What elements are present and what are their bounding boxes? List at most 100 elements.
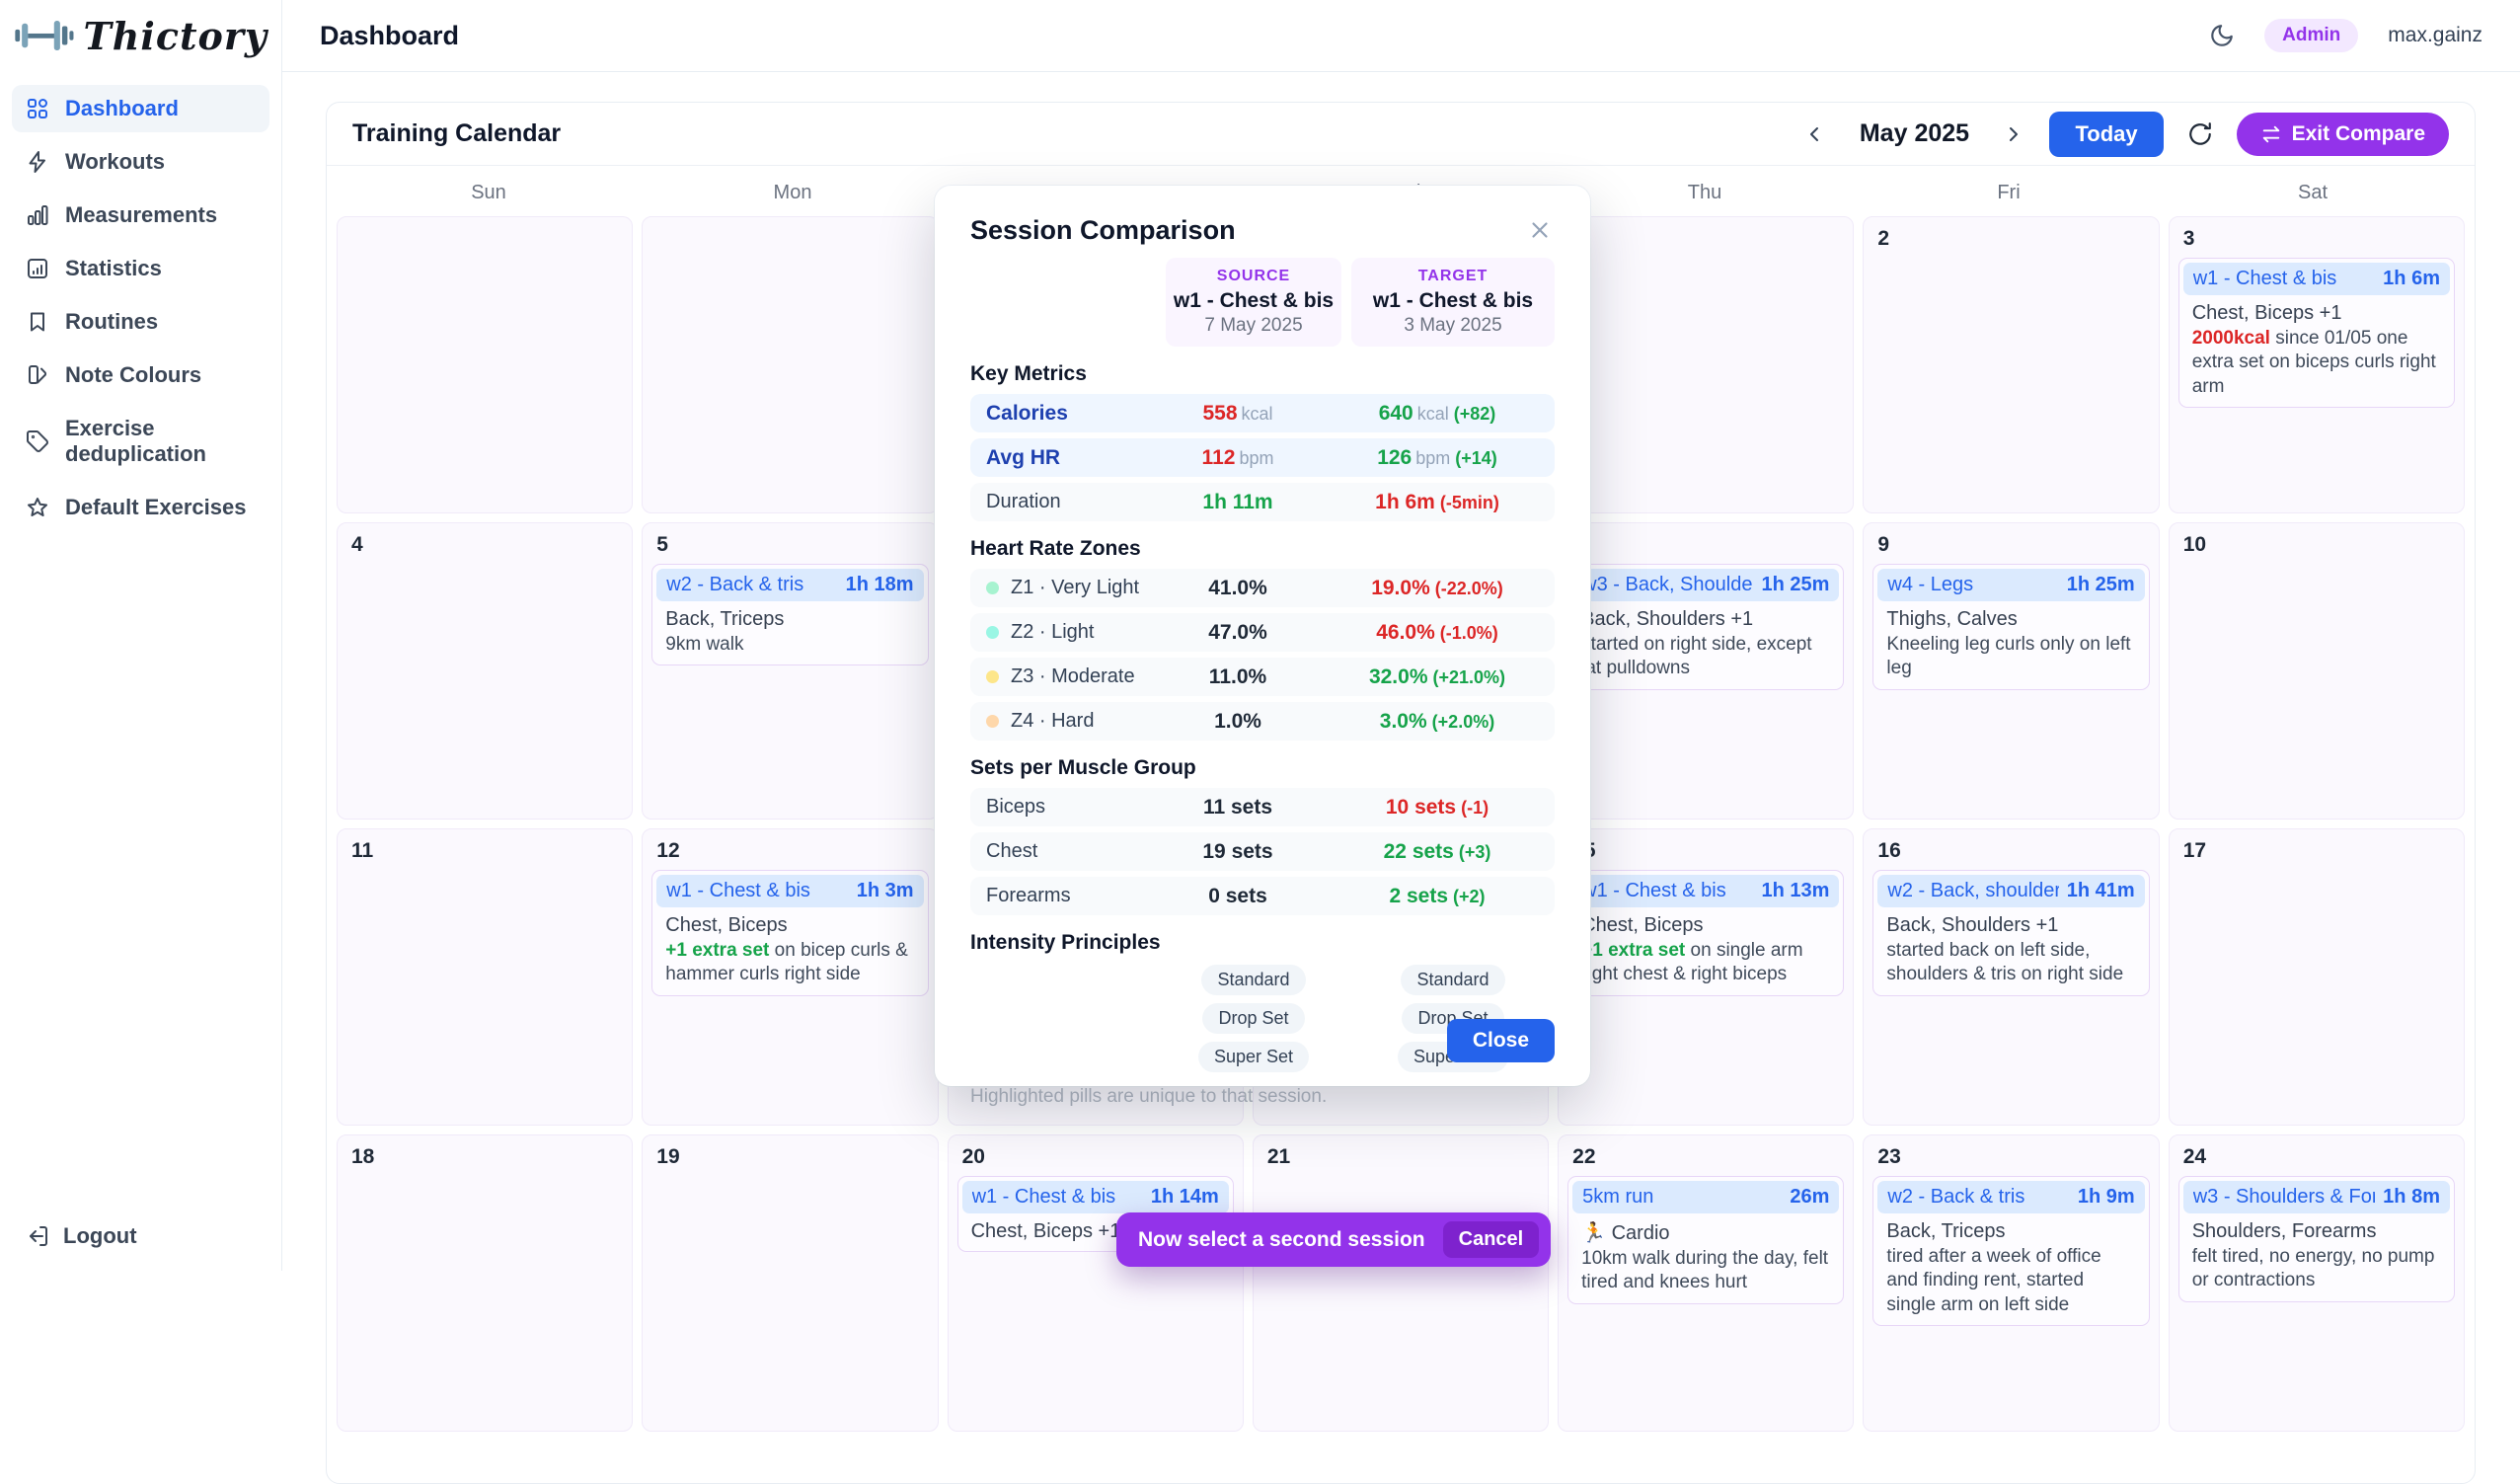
workout-entry-header[interactable]: w4 - Legs 1h 25m bbox=[1877, 569, 2145, 601]
source-session-card: SOURCE w1 - Chest & bis 7 May 2025 bbox=[1166, 258, 1341, 347]
sidebar-item-note-colours[interactable]: Note Colours bbox=[12, 351, 269, 399]
sidebar-item-exercise-deduplication[interactable]: Exercise deduplication bbox=[12, 405, 269, 478]
sidebar-item-dashboard[interactable]: Dashboard bbox=[12, 85, 269, 132]
workout-entry[interactable]: 5km run 26m 🏃 Cardio 10km walk during th… bbox=[1567, 1176, 1845, 1304]
day-number: 5 bbox=[656, 533, 668, 556]
day-number: 15 bbox=[1572, 839, 1844, 863]
next-month-button[interactable] bbox=[1998, 118, 2029, 150]
sidebar-item-statistics[interactable]: Statistics bbox=[12, 245, 269, 292]
toast-cancel-button[interactable]: Cancel bbox=[1442, 1221, 1540, 1258]
chevron-right-icon bbox=[2010, 126, 2019, 141]
workout-entry[interactable]: w1 - Chest & bis 1h 6m Chest, Biceps +1 … bbox=[2177, 258, 2455, 408]
calendar-cell[interactable]: 20 w1 - Chest & bis 1h 14m Chest, Biceps… bbox=[947, 1134, 1244, 1432]
calendar-controls: May 2025 Today Exit Compare bbox=[1798, 111, 2449, 157]
bar-chart-icon bbox=[28, 205, 48, 225]
dashboard-grid-icon bbox=[28, 99, 47, 118]
calendar-cell[interactable]: 22 5km run 26m 🏃 Cardio 10km walk during… bbox=[1558, 1134, 1855, 1432]
sidebar-item-routines[interactable]: Routines bbox=[12, 298, 269, 346]
source-value: 0 sets bbox=[1208, 884, 1267, 907]
workout-entry-header[interactable]: w2 - Back, shoulders & tris● 1h 41m bbox=[1877, 875, 2145, 907]
sidebar-nav: Dashboard Workouts Measurements Statisti… bbox=[0, 71, 281, 545]
role-badge: Admin bbox=[2264, 19, 2359, 52]
key-metrics-heading: Key Metrics bbox=[970, 362, 1087, 385]
workout-entry[interactable]: w2 - Back & tris 1h 18m Back, Triceps 9k… bbox=[651, 564, 929, 666]
workout-entry-header[interactable]: w2 - Back & tris 1h 18m bbox=[656, 569, 924, 601]
modal-close-action-button[interactable]: Close bbox=[1446, 1019, 1555, 1062]
calendar-cell[interactable]: 23 w2 - Back & tris 1h 9m Back, Triceps … bbox=[1863, 1134, 2160, 1432]
calendar-cell[interactable]: 5 w2 - Back & tris 1h 18m Back, Triceps … bbox=[642, 522, 939, 820]
dark-mode-moon-icon[interactable] bbox=[2209, 23, 2235, 48]
workout-entry[interactable]: w3 - Shoulders & Forearms 1h 8m Shoulder… bbox=[2177, 1176, 2455, 1302]
workout-entry-header[interactable]: w2 - Back & tris 1h 9m bbox=[1877, 1181, 2145, 1213]
calendar-cell[interactable]: 2 bbox=[1863, 216, 2160, 513]
sidebar-item-default-exercises[interactable]: Default Exercises bbox=[12, 484, 269, 531]
workout-entry[interactable]: w2 - Back, shoulders & tris● 1h 41m Back… bbox=[1872, 870, 2150, 996]
metric-label: Avg HR bbox=[986, 445, 1061, 469]
delta: (-1.0%) bbox=[1439, 622, 1498, 643]
exit-compare-button[interactable]: Exit Compare bbox=[2236, 112, 2449, 156]
workout-note: started on right side, except lat pulldo… bbox=[1581, 634, 1812, 679]
workout-entry[interactable]: w1 - Chest & bis 1h 13m Chest, Biceps +1… bbox=[1567, 870, 1845, 996]
calendar-cell[interactable]: 19 bbox=[642, 1134, 939, 1432]
source-session-date: 7 May 2025 bbox=[1204, 315, 1303, 336]
sidebar-item-measurements[interactable]: Measurements bbox=[12, 192, 269, 239]
metric-label: Calories bbox=[986, 401, 1068, 425]
modal-close-button[interactable] bbox=[1525, 215, 1555, 245]
calendar-cell[interactable]: 18 bbox=[337, 1134, 634, 1432]
workout-note: +1 extra set on bicep curls & hammer cur… bbox=[652, 937, 927, 987]
logout-button[interactable]: Logout bbox=[0, 1202, 281, 1271]
swap-arrows-icon bbox=[2262, 125, 2279, 142]
today-button[interactable]: Today bbox=[2049, 111, 2164, 157]
modal-footnote: Highlighted pills are unique to that ses… bbox=[970, 1086, 1328, 1107]
workout-entry-header[interactable]: w3 - Back, Shoulders & Tri 1h 25m bbox=[1572, 569, 1840, 601]
calendar-cell[interactable]: 9 w4 - Legs 1h 25m Thighs, Calves Kneeli… bbox=[1863, 522, 2160, 820]
calendar-cell[interactable]: 21 bbox=[1252, 1134, 1550, 1432]
workout-entry-header[interactable]: w1 - Chest & bis 1h 14m bbox=[961, 1181, 1229, 1213]
calendar-cell[interactable] bbox=[642, 216, 939, 513]
workout-duration: 1h 25m bbox=[1761, 574, 1830, 595]
calendar-cell[interactable]: 24 w3 - Shoulders & Forearms 1h 8m Shoul… bbox=[2168, 1134, 2465, 1432]
weekday-label: Sat bbox=[2297, 182, 2329, 203]
workout-entry-header[interactable]: w1 - Chest & bis 1h 13m bbox=[1572, 875, 1840, 907]
calendar-cell[interactable]: 17 bbox=[2168, 828, 2465, 1126]
bookmark-icon bbox=[31, 312, 44, 332]
workout-entry[interactable]: w1 - Chest & bis 1h 3m Chest, Biceps +1 … bbox=[651, 870, 929, 996]
target-value: 640 bbox=[1378, 401, 1413, 425]
refresh-button[interactable] bbox=[2183, 117, 2217, 151]
workout-muscles: Back, Shoulders +1 bbox=[1886, 914, 2059, 936]
calendar-cell[interactable] bbox=[337, 216, 634, 513]
workout-entry[interactable]: w1 - Chest & bis 1h 14m Chest, Biceps +1 bbox=[956, 1176, 1234, 1252]
workout-entry[interactable]: w4 - Legs 1h 25m Thighs, Calves Kneeling… bbox=[1872, 564, 2150, 690]
day-number bbox=[656, 227, 928, 251]
note-text: on single arm right chest & right biceps bbox=[1581, 940, 1803, 985]
workout-entry[interactable]: w2 - Back & tris 1h 9m Back, Triceps tir… bbox=[1872, 1176, 2150, 1326]
username[interactable]: max.gainz bbox=[2388, 24, 2482, 46]
calendar-cell[interactable]: 1 bbox=[1558, 216, 1855, 513]
calendar-cell[interactable]: 10 bbox=[2168, 522, 2465, 820]
intensity-pill: Super Set bbox=[1197, 1042, 1310, 1072]
calendar-cell[interactable]: 8 w3 - Back, Shoulders & Tri 1h 25m Back… bbox=[1558, 522, 1855, 820]
source-value: 112 bbox=[1201, 445, 1236, 469]
zone-label: Z2 · Light bbox=[1011, 621, 1095, 643]
calendar-cell[interactable]: 3 w1 - Chest & bis 1h 6m Chest, Biceps +… bbox=[2168, 216, 2465, 513]
logout-icon bbox=[30, 1226, 47, 1246]
zone-row-z2: Z2 · Light 47.0% 46.0% (-1.0%) bbox=[970, 613, 1555, 652]
source-value: 1.0% bbox=[1214, 709, 1261, 733]
workout-entry-header[interactable]: w1 - Chest & bis 1h 3m bbox=[656, 875, 924, 907]
sidebar-item-workouts[interactable]: Workouts bbox=[12, 138, 269, 186]
calendar-cell[interactable]: 15 w1 - Chest & bis 1h 13m Chest, Biceps… bbox=[1558, 828, 1855, 1126]
workout-duration: 1h 3m bbox=[856, 880, 914, 901]
workout-entry-header[interactable]: 5km run 26m bbox=[1572, 1181, 1840, 1213]
calendar-cell[interactable]: 12 w1 - Chest & bis 1h 3m Chest, Biceps … bbox=[642, 828, 939, 1126]
calendar-cell[interactable]: 11 bbox=[337, 828, 634, 1126]
note-highlight: +1 extra set bbox=[1581, 940, 1686, 961]
workout-entry[interactable]: w3 - Back, Shoulders & Tri 1h 25m Back, … bbox=[1567, 564, 1845, 690]
workout-duration: 1h 9m bbox=[2077, 1186, 2135, 1208]
prev-month-button[interactable] bbox=[1798, 118, 1830, 150]
workout-entry-header[interactable]: w3 - Shoulders & Forearms 1h 8m bbox=[2182, 1181, 2450, 1213]
calendar-cell[interactable]: 16 w2 - Back, shoulders & tris● 1h 41m B… bbox=[1863, 828, 2160, 1126]
day-number: 3 bbox=[2182, 227, 2195, 250]
calendar-cell[interactable]: 4 bbox=[337, 522, 634, 820]
sidebar-item-label: Exercise deduplication bbox=[65, 416, 206, 466]
workout-entry-header[interactable]: w1 - Chest & bis 1h 6m bbox=[2182, 263, 2450, 295]
